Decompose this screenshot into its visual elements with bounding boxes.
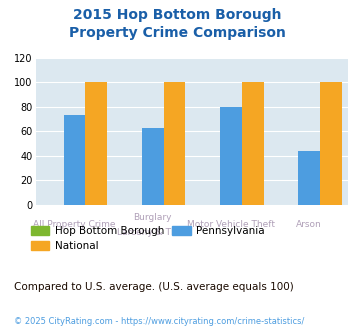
Text: All Property Crime: All Property Crime bbox=[33, 220, 116, 229]
Text: Larceny & Theft: Larceny & Theft bbox=[116, 228, 189, 237]
Legend: Hop Bottom Borough, National, Pennsylvania: Hop Bottom Borough, National, Pennsylvan… bbox=[27, 221, 269, 255]
Text: © 2025 CityRating.com - https://www.cityrating.com/crime-statistics/: © 2025 CityRating.com - https://www.city… bbox=[14, 317, 305, 326]
Bar bbox=[64, 115, 86, 205]
Text: Burglary: Burglary bbox=[133, 213, 172, 222]
Bar bbox=[320, 82, 342, 205]
Bar bbox=[298, 151, 320, 205]
Text: Compared to U.S. average. (U.S. average equals 100): Compared to U.S. average. (U.S. average … bbox=[14, 282, 294, 292]
Text: 2015 Hop Bottom Borough
Property Crime Comparison: 2015 Hop Bottom Borough Property Crime C… bbox=[69, 8, 286, 40]
Bar bbox=[220, 107, 242, 205]
Bar bbox=[164, 82, 185, 205]
Bar bbox=[242, 82, 263, 205]
Text: Arson: Arson bbox=[296, 220, 322, 229]
Bar bbox=[142, 127, 164, 205]
Bar bbox=[86, 82, 107, 205]
Text: Motor Vehicle Theft: Motor Vehicle Theft bbox=[187, 220, 275, 229]
